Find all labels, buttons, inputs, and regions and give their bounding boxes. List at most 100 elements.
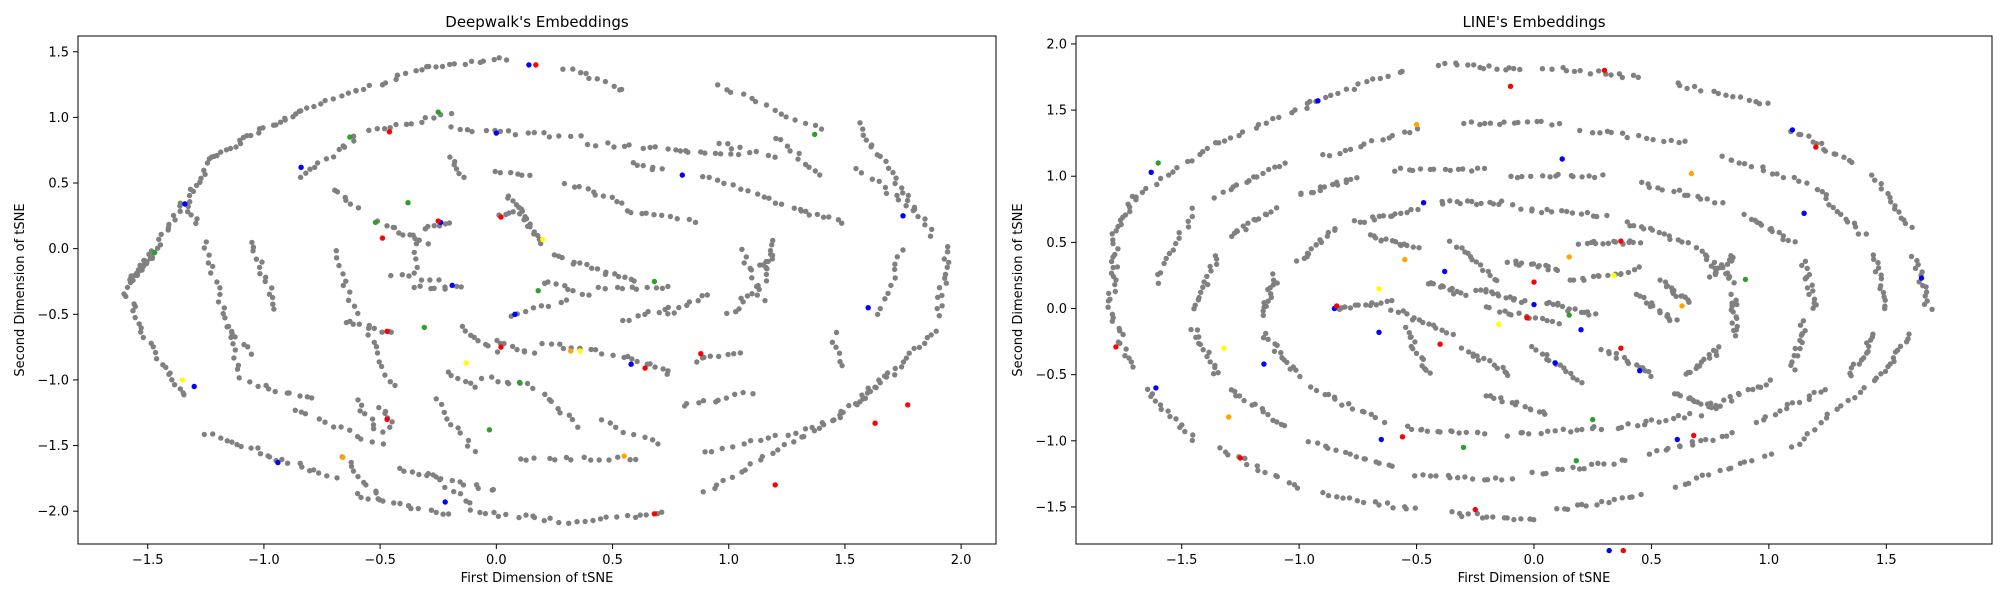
data-point	[230, 341, 236, 347]
data-point	[1465, 62, 1471, 68]
x-tick-label: 1.0	[1759, 553, 1780, 568]
y-tick-label: 1.5	[48, 45, 69, 60]
data-point	[665, 283, 671, 290]
data-point	[345, 297, 352, 303]
data-point	[266, 291, 273, 297]
data-point	[741, 91, 747, 97]
data-point	[640, 162, 646, 169]
data-point	[1624, 134, 1630, 141]
data-point	[1272, 341, 1278, 347]
data-point	[1646, 184, 1653, 191]
data-point	[1711, 259, 1718, 266]
data-point	[1389, 132, 1396, 139]
data-point	[724, 87, 730, 93]
data-point	[1383, 236, 1389, 242]
data-point	[1742, 276, 1749, 283]
data-point	[206, 252, 212, 258]
data-point	[1677, 393, 1684, 399]
data-point	[1255, 467, 1261, 474]
data-point	[1849, 159, 1855, 166]
data-point	[1196, 340, 1202, 347]
data-point	[1326, 153, 1333, 159]
data-point	[1143, 185, 1149, 192]
data-point	[1792, 367, 1798, 373]
data-point	[1595, 460, 1601, 466]
data-point	[1598, 346, 1604, 353]
data-point	[1611, 238, 1617, 244]
data-point	[1672, 484, 1679, 490]
data-point	[594, 266, 601, 272]
data-point	[343, 278, 349, 284]
data-point	[475, 338, 481, 344]
data-point	[1703, 436, 1709, 443]
data-point	[1559, 303, 1566, 310]
data-point	[924, 334, 930, 341]
data-point	[1818, 420, 1824, 426]
data-point	[389, 419, 395, 425]
data-point	[741, 441, 747, 447]
data-point	[1399, 434, 1406, 440]
data-point	[275, 459, 281, 466]
data-point	[791, 205, 797, 211]
data-point	[426, 63, 432, 70]
data-point	[1313, 387, 1320, 394]
data-point	[696, 400, 702, 406]
data-point	[621, 143, 628, 149]
data-point	[635, 313, 641, 319]
data-point	[1370, 214, 1376, 220]
data-point	[730, 444, 736, 450]
data-point	[1113, 344, 1119, 350]
data-point	[381, 126, 388, 132]
data-point	[1323, 94, 1329, 101]
data-point	[633, 456, 639, 463]
data-point	[1418, 427, 1424, 433]
data-point	[1489, 289, 1495, 295]
data-point	[1777, 408, 1783, 414]
data-point	[1545, 267, 1551, 273]
data-point	[255, 445, 261, 451]
data-point	[1611, 461, 1617, 467]
data-point	[248, 132, 254, 139]
y-tick-label: −1.0	[1035, 434, 1067, 449]
data-point	[1806, 291, 1812, 298]
data-point	[171, 382, 178, 388]
data-point	[777, 136, 784, 143]
data-point	[582, 518, 588, 525]
data-point	[584, 141, 591, 148]
data-point	[1167, 413, 1173, 420]
data-point	[1789, 400, 1796, 406]
data-point	[435, 218, 441, 224]
data-point	[1216, 140, 1222, 146]
data-point	[577, 348, 583, 354]
data-point	[1305, 439, 1312, 445]
data-point	[1774, 171, 1780, 177]
data-point	[1586, 173, 1592, 179]
data-point	[382, 372, 388, 378]
data-point	[898, 364, 905, 370]
data-point	[1729, 320, 1735, 326]
data-point	[508, 169, 514, 176]
data-point	[602, 271, 609, 278]
data-point	[700, 398, 707, 404]
data-point	[1717, 467, 1723, 474]
data-point	[480, 58, 486, 64]
data-point	[1750, 386, 1756, 393]
y-tick-label: −1.0	[37, 373, 69, 388]
data-point	[859, 392, 865, 398]
data-point	[1598, 426, 1605, 433]
data-point	[1565, 308, 1571, 314]
data-point	[578, 70, 584, 76]
data-point	[1334, 494, 1340, 500]
data-point	[298, 164, 304, 170]
data-point	[334, 475, 340, 481]
data-point	[626, 142, 632, 148]
data-point	[1531, 301, 1537, 308]
data-point	[1518, 206, 1524, 212]
data-point	[545, 279, 551, 285]
data-point	[1804, 431, 1810, 437]
data-point	[698, 149, 704, 155]
data-point	[1756, 101, 1763, 107]
data-point	[933, 328, 939, 334]
data-point	[157, 242, 164, 248]
data-point	[1699, 248, 1705, 254]
